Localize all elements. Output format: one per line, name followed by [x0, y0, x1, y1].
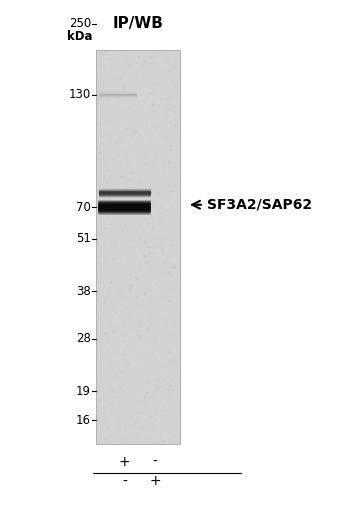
- Text: 130: 130: [69, 88, 91, 101]
- Text: SF3A2/SAP62: SF3A2/SAP62: [207, 198, 312, 212]
- Bar: [96, 50, 180, 444]
- Text: 19: 19: [76, 385, 91, 397]
- Text: IP/WB: IP/WB: [113, 16, 163, 32]
- Text: 51: 51: [76, 233, 91, 245]
- Text: kDa: kDa: [67, 30, 93, 43]
- Text: 16: 16: [76, 414, 91, 426]
- Text: 70: 70: [76, 201, 91, 214]
- Text: +: +: [119, 455, 130, 469]
- Text: +: +: [149, 475, 161, 488]
- Text: 38: 38: [76, 285, 91, 298]
- Text: -: -: [122, 475, 127, 488]
- Text: -: -: [153, 455, 157, 469]
- Text: 28: 28: [76, 332, 91, 345]
- Text: 250: 250: [69, 17, 91, 30]
